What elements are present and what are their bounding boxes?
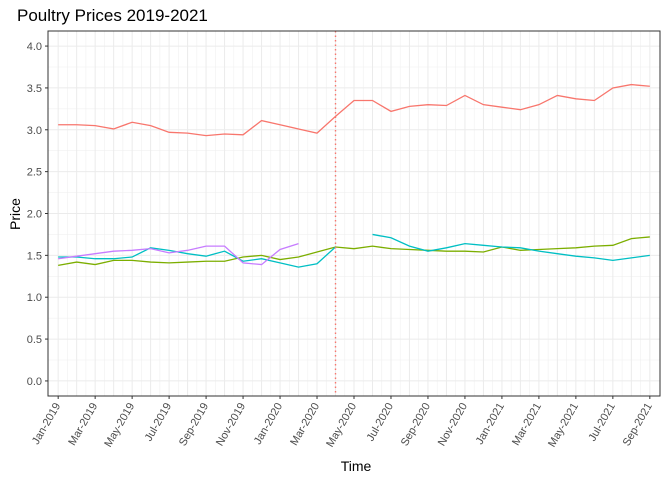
x-tick-label: Sep-2019 xyxy=(177,401,211,448)
y-axis-title: Price xyxy=(7,198,23,230)
chart-title: Poultry Prices 2019-2021 xyxy=(17,6,208,25)
y-tick-label: 2.5 xyxy=(27,167,42,179)
x-tick-label: Jul-2021 xyxy=(586,401,617,444)
y-tick-label: 2.0 xyxy=(27,209,42,221)
panel-border xyxy=(47,30,661,397)
x-tick-label: Mar-2021 xyxy=(510,401,544,448)
x-tick-label: Jan-2021 xyxy=(474,401,507,447)
x-tick-label: Jan-2019 xyxy=(30,401,63,447)
y-tick-label: 4.0 xyxy=(27,41,42,53)
y-tick-label: 3.0 xyxy=(27,125,42,137)
series-line-1 xyxy=(58,83,650,137)
series-line-2 xyxy=(58,236,650,267)
y-tick-label: 1.5 xyxy=(27,250,42,262)
y-tick-label: 0.5 xyxy=(27,334,42,346)
x-tick-label: Mar-2019 xyxy=(66,401,100,448)
x-tick-label: May-2020 xyxy=(324,401,359,449)
series-line-3 xyxy=(58,246,336,268)
x-tick-label: Jul-2019 xyxy=(143,401,174,444)
x-axis-title: Time xyxy=(341,458,372,474)
x-tick-label: Jul-2020 xyxy=(365,401,396,444)
series-line-3 xyxy=(372,233,650,262)
y-tick-label: 3.5 xyxy=(27,83,42,95)
x-tick-label: Nov-2020 xyxy=(436,401,470,448)
x-tick-label: Jan-2020 xyxy=(252,401,285,447)
y-tick-label: 1.0 xyxy=(27,292,42,304)
x-tick-label: Nov-2019 xyxy=(214,401,248,448)
series-line-4 xyxy=(58,243,299,266)
x-tick-label: May-2019 xyxy=(102,401,137,449)
x-tick-label: Sep-2020 xyxy=(399,401,433,448)
x-tick-label: Mar-2020 xyxy=(288,401,322,448)
x-tick-label: Sep-2021 xyxy=(621,401,655,448)
x-tick-label: May-2021 xyxy=(546,401,581,449)
y-tick-label: 0.0 xyxy=(27,376,42,388)
